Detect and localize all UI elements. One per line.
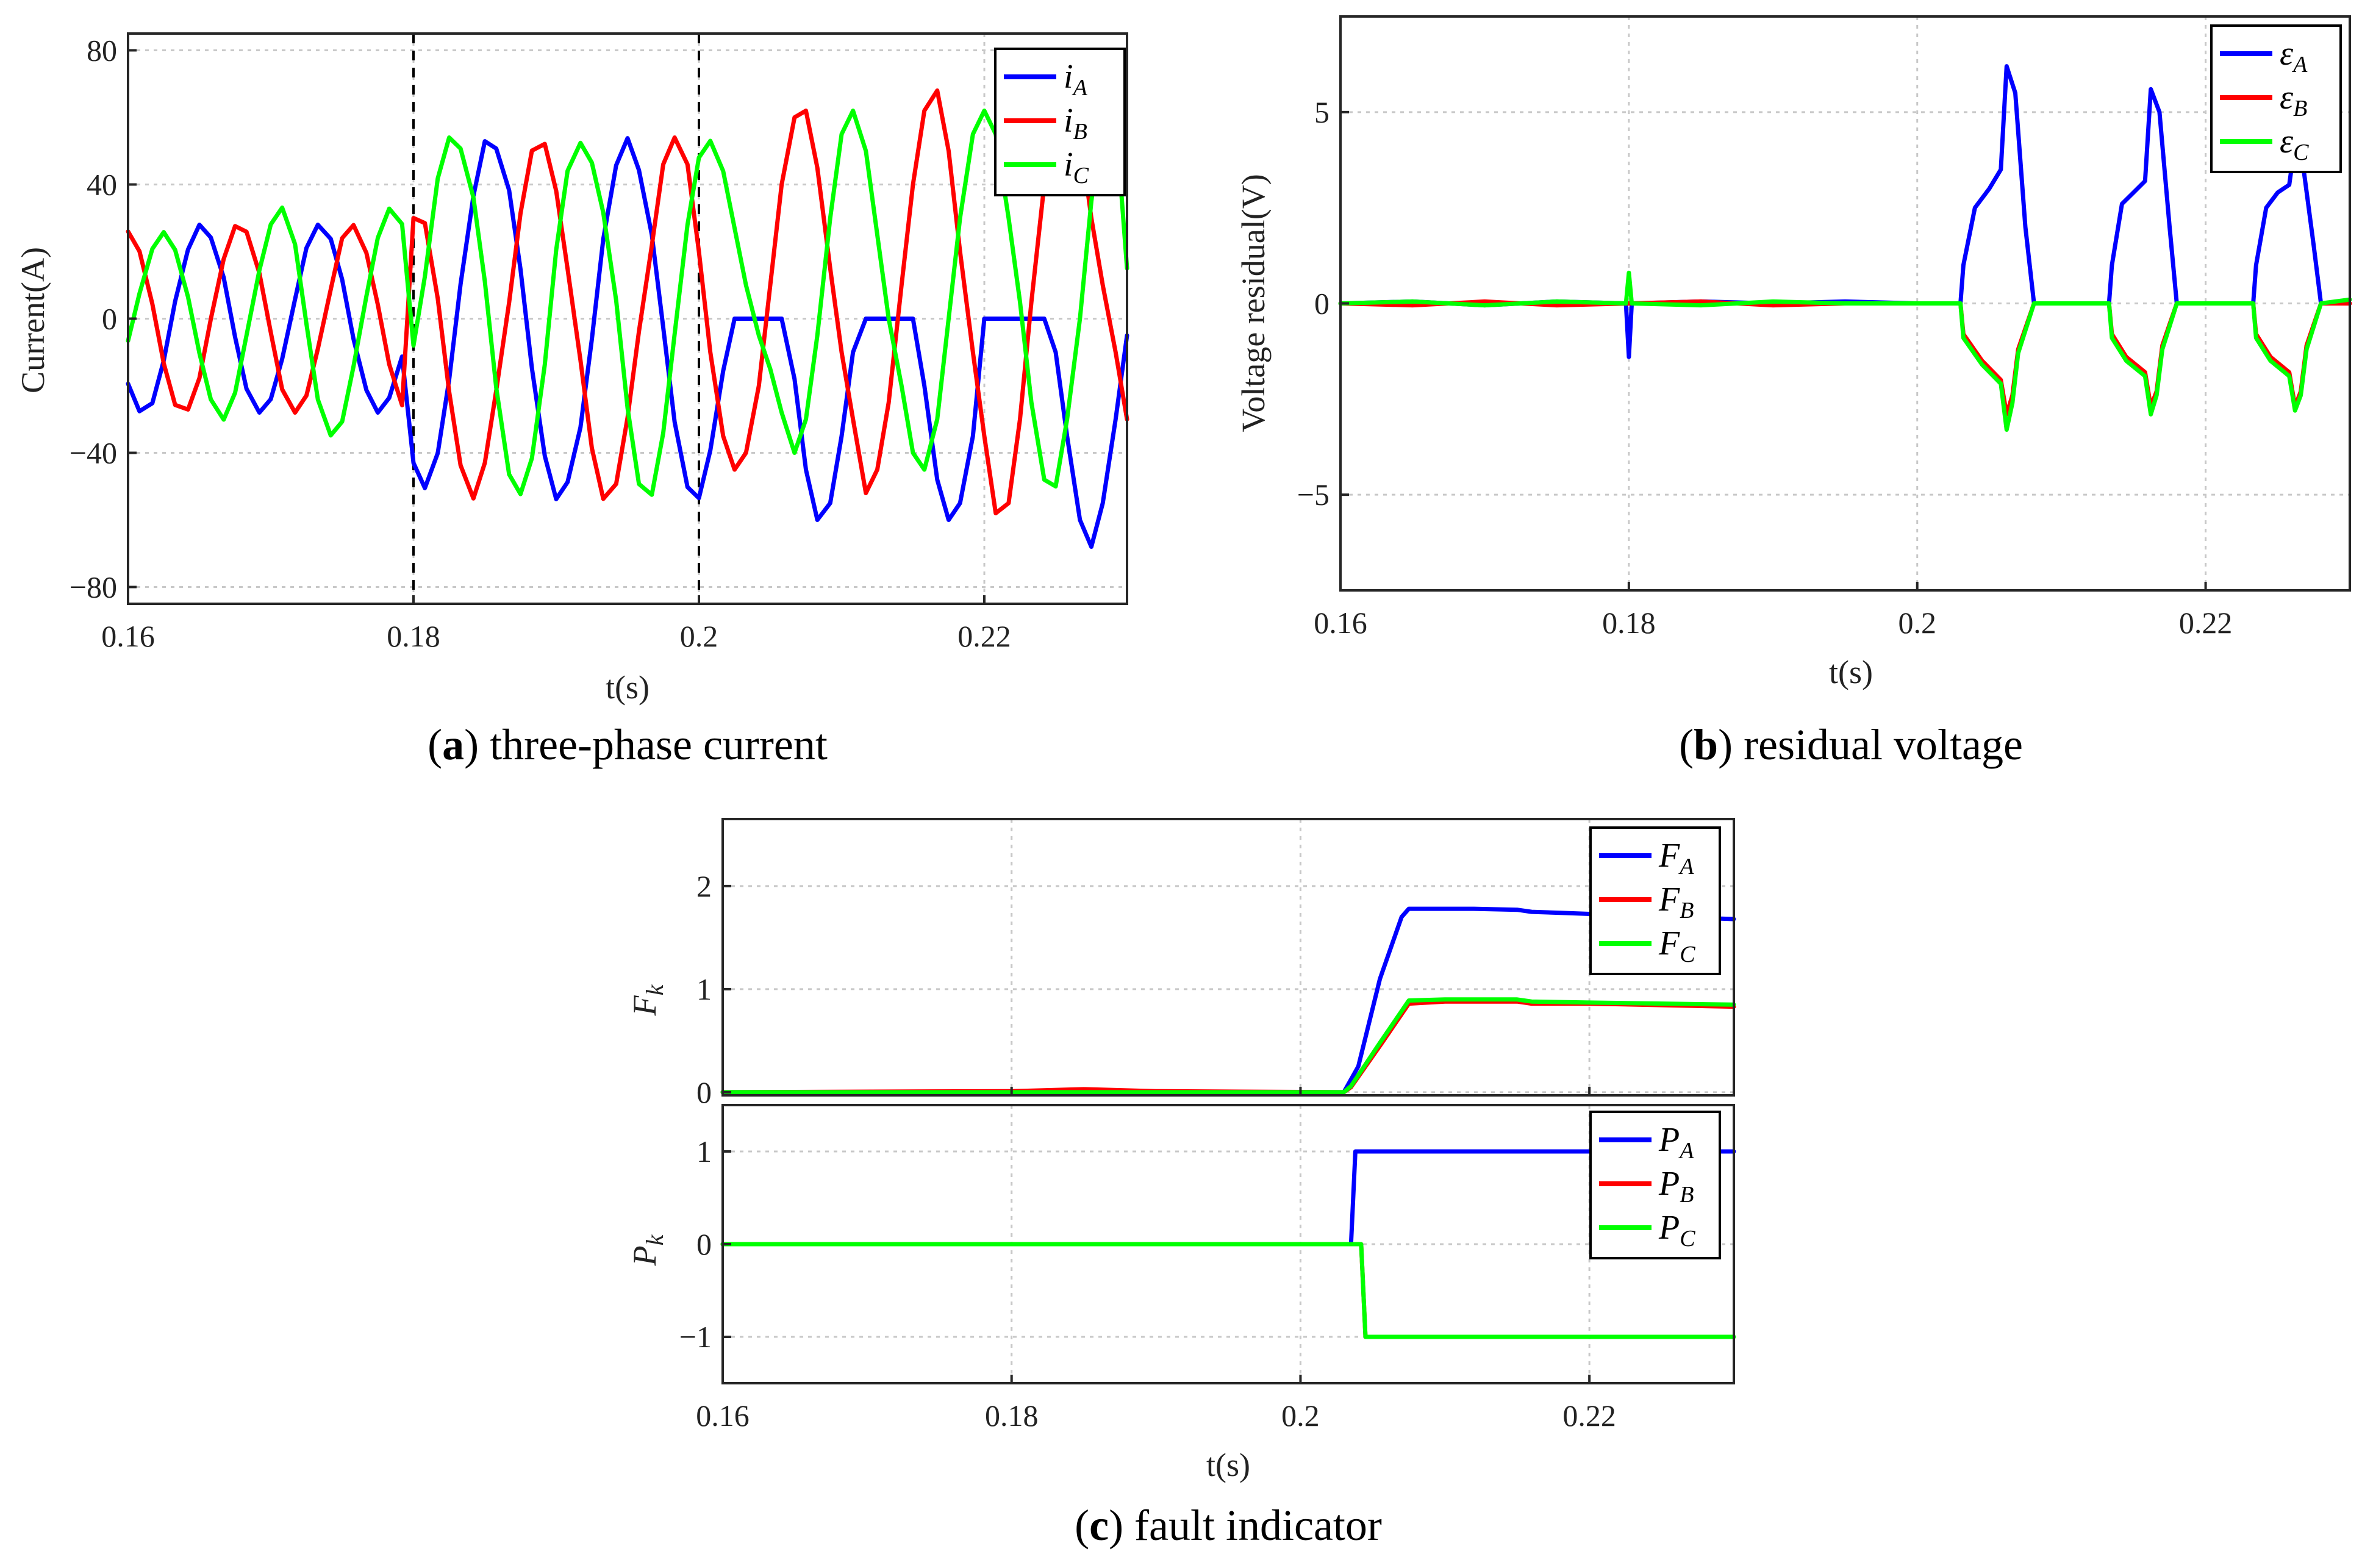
y-tick-label: 5 <box>1314 95 1330 129</box>
y-axis-label: Fk <box>626 984 668 1016</box>
y-axis-label: Voltage residual(V) <box>1235 174 1272 432</box>
series-line-c <box>720 1242 1736 1339</box>
caption-c: (c) fault indicator <box>1075 1501 1382 1550</box>
y-tick-label: −1 <box>679 1320 712 1354</box>
caption-a: (a) three-phase current <box>428 720 828 769</box>
series-line-a <box>720 906 1736 1095</box>
x-tick-label: 0.2 <box>1281 1398 1320 1433</box>
legend-label: PB <box>1658 1165 1694 1208</box>
legend-label: εA <box>2280 35 2308 77</box>
y-tick-label: 40 <box>87 168 117 202</box>
x-tick-label: 0.22 <box>2179 606 2233 640</box>
y-tick-label: 0 <box>102 302 117 336</box>
y-tick-label: −5 <box>1297 478 1330 512</box>
x-axis-label: t(s) <box>1829 654 1873 690</box>
plot-frame <box>721 818 1735 1097</box>
y-tick-label: 0 <box>696 1227 712 1261</box>
x-tick-label: 0.22 <box>957 619 1011 653</box>
legend-label: PA <box>1658 1121 1694 1164</box>
x-tick-label: 0.16 <box>696 1398 750 1433</box>
y-axis-label: Pk <box>626 1234 668 1266</box>
legend-label: εC <box>2280 123 2309 165</box>
legend-label: iA <box>1064 58 1088 101</box>
x-axis-label: t(s) <box>606 669 650 706</box>
y-tick-label: 1 <box>696 1134 712 1169</box>
y-axis-label: Current(A) <box>15 247 51 393</box>
series-line-c <box>720 997 1736 1095</box>
caption-b: (b) residual voltage <box>1679 720 2023 769</box>
legend-label: FC <box>1658 925 1695 967</box>
x-tick-label: 0.2 <box>680 619 718 653</box>
x-tick-label: 0.18 <box>387 619 440 653</box>
series-line-c <box>1338 270 2352 432</box>
y-tick-label: −80 <box>70 570 117 604</box>
x-tick-label: 0.16 <box>1314 606 1367 640</box>
x-tick-label: 0.2 <box>1898 606 1936 640</box>
y-tick-label: 2 <box>696 869 712 903</box>
x-tick-label: 0.18 <box>985 1398 1039 1433</box>
legend-label: iC <box>1064 146 1089 188</box>
x-tick-label: 0.18 <box>1602 606 1656 640</box>
y-tick-label: −40 <box>70 436 117 470</box>
y-tick-label: 80 <box>87 34 117 68</box>
legend-label: FB <box>1658 881 1694 923</box>
x-axis-label: t(s) <box>1206 1447 1250 1483</box>
legend-label: iB <box>1064 102 1087 145</box>
x-tick-label: 0.16 <box>101 619 155 653</box>
x-tick-label: 0.22 <box>1562 1398 1616 1433</box>
series-line-c <box>126 109 1129 497</box>
legend-label: PC <box>1658 1209 1695 1251</box>
y-tick-label: 0 <box>696 1075 712 1109</box>
series-line-a <box>126 136 1129 549</box>
y-tick-label: 0 <box>1314 287 1330 321</box>
y-tick-label: 1 <box>696 972 712 1006</box>
legend-label: εB <box>2280 79 2307 121</box>
legend-label: FA <box>1658 837 1694 879</box>
